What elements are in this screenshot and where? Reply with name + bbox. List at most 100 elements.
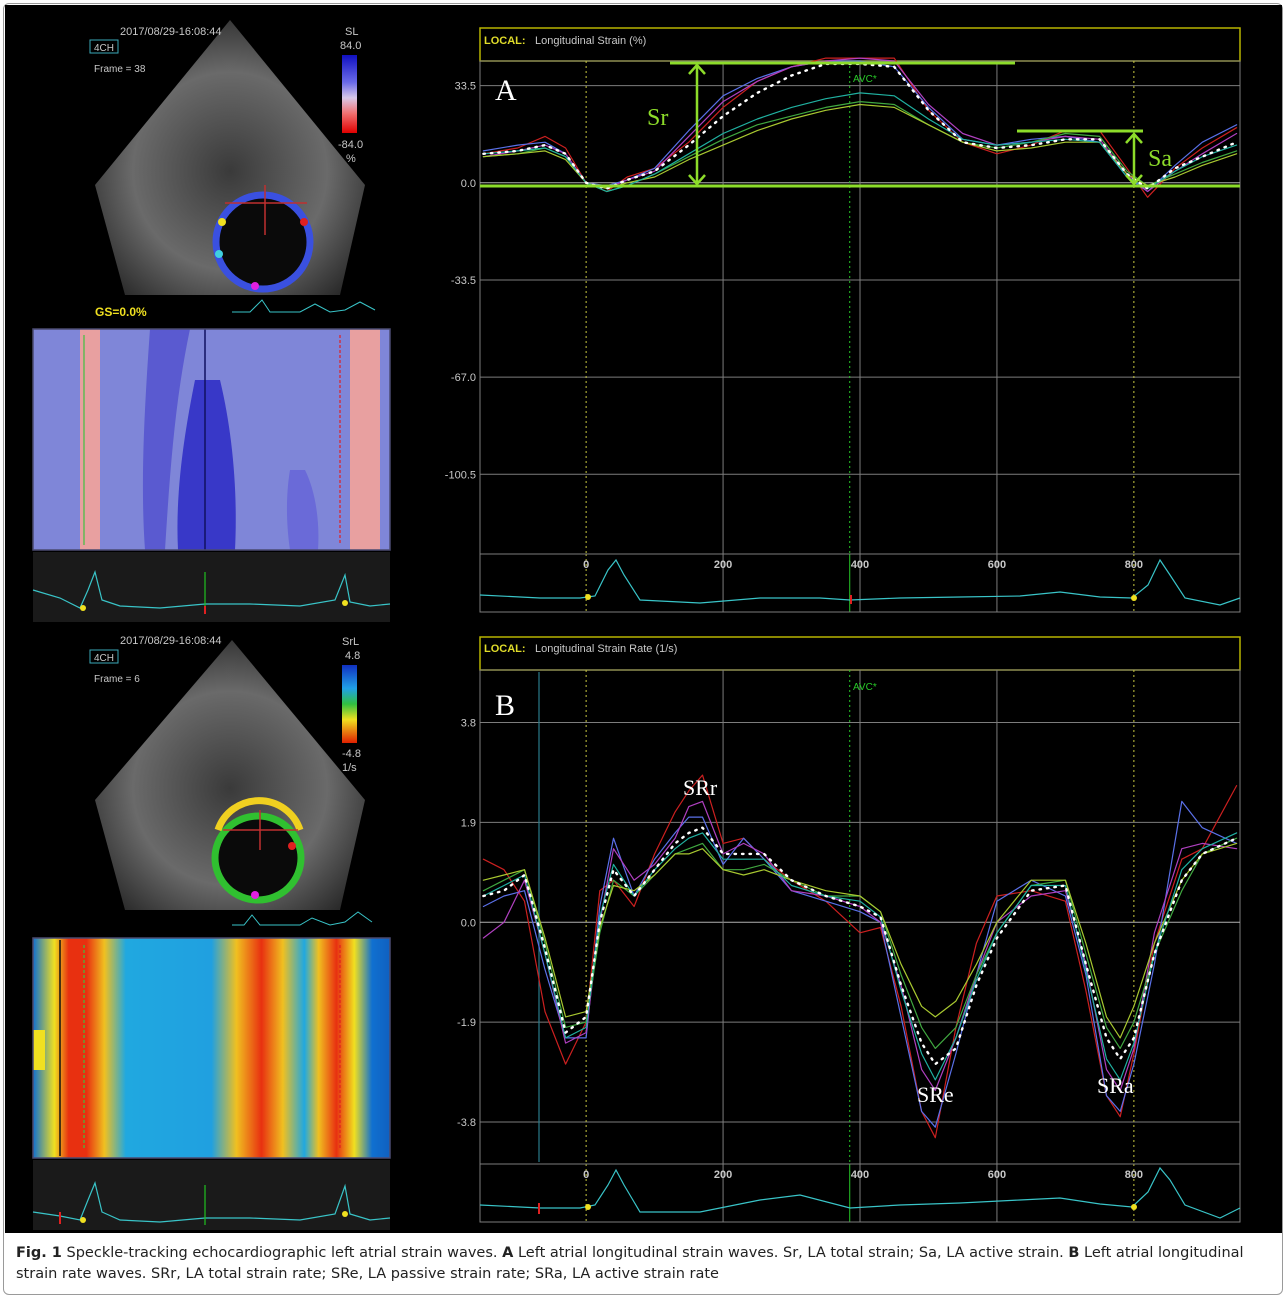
chart-b-ecg [479, 1166, 1241, 1219]
atrium-tracking [212, 191, 314, 293]
scale-unit-b: 1/s [342, 762, 357, 774]
color-scale-a [342, 55, 357, 133]
chart-a-ecg-strip [479, 553, 1241, 613]
scale-max-b: 4.8 [345, 650, 360, 662]
chart-a-series-line [482, 92, 1238, 193]
tracking-point [251, 282, 259, 290]
chart-a-grid [480, 61, 1240, 612]
global-strain-label: GS=0.0% [95, 305, 147, 319]
scale-name-b: SrL [342, 636, 359, 648]
view-label-a: 4CH [94, 43, 114, 54]
ecg-marker [585, 1204, 591, 1210]
chart-a-x-tick-label: 800 [1125, 559, 1143, 571]
sa-annotation: Sa [1017, 129, 1172, 186]
timestamp-a: 2017/08/29-16:08:44 [120, 26, 222, 38]
chart-a-header-local: LOCAL: [484, 35, 526, 47]
tracking-point [251, 891, 259, 899]
chart-a-y-tick-label: -100.5 [445, 469, 476, 481]
panel-a-echo [95, 20, 365, 295]
atrium-cavity [218, 192, 308, 288]
chart-b-series-line [482, 842, 1238, 1039]
chart-b-x-tick-label: 800 [1125, 1169, 1143, 1181]
chart-a-avc-label: AVC* [853, 74, 877, 85]
chart-b-ecg-strip [479, 1163, 1241, 1223]
tracking-point [288, 842, 296, 850]
caption-b: B [1068, 1245, 1080, 1261]
sa-label: Sa [1148, 146, 1172, 172]
chart-b-x-ticks: 0 200 400 600 800 [583, 1169, 1143, 1181]
chart-b-header-title: Longitudinal Strain Rate (1/s) [535, 643, 677, 655]
scale-min-a: -84.0 [338, 139, 363, 151]
color-scale-b [342, 665, 357, 743]
sr-label: Sr [647, 105, 668, 131]
chart-b-letter: B [495, 689, 515, 722]
mmode-ecg-b [32, 1160, 391, 1230]
tracking-point [218, 218, 226, 226]
chart-b-y-tick-label: -1.9 [457, 1017, 476, 1029]
chart-a-y-tick-label: -67.0 [451, 372, 476, 384]
chart-a-y-tick-label: 0.0 [461, 178, 476, 190]
caption-part-3: Left atrial longitudinal strain rate wav… [16, 1245, 1244, 1282]
chart-a-x-tick-label: 400 [851, 559, 869, 571]
chart-b-series-line [482, 800, 1238, 1128]
atrium-cavity [216, 813, 300, 897]
chart-a-x-ticks: 0 200 400 600 800 [583, 559, 1143, 571]
chart-b-x-tick-label: 600 [988, 1169, 1006, 1181]
sa-arrowhead-bottom [1125, 174, 1143, 186]
caption-part-2: Left atrial longitudinal strain waves. S… [513, 1245, 1069, 1261]
frame-label-b: Frame = 6 [94, 674, 140, 685]
chart-b-x-tick-label: 200 [714, 1169, 732, 1181]
strain-rate-chart: LOCAL: Longitudinal Strain Rate (1/s) 3.… [457, 636, 1241, 1223]
panel-b-echo [95, 640, 365, 910]
view-label-b: 4CH [94, 653, 114, 664]
chart-b-y-ticks: 3.8 1.9 0.0 -1.9 -3.8 [457, 718, 476, 1129]
atrium-tracking [211, 812, 305, 904]
chart-b-grid [480, 670, 1240, 1222]
chart-a-ecg [479, 558, 1241, 606]
chart-a-letter: A [495, 74, 517, 107]
frame-label-a: Frame = 38 [94, 64, 146, 75]
chart-b-y-tick-label: 1.9 [461, 817, 476, 829]
chart-b-y-tick-label: 0.0 [461, 917, 476, 929]
ecg-mini-b [232, 911, 373, 926]
ecg-marker [1131, 1204, 1137, 1210]
scale-unit-a: % [346, 153, 356, 165]
tracking-point [215, 250, 223, 258]
view-box-a [89, 39, 119, 54]
sre-label: SRe [917, 1082, 954, 1107]
sr-annotation: Sr [480, 61, 1240, 188]
srr-label: SRr [683, 775, 718, 800]
chart-b-series-line [482, 832, 1238, 1081]
scale-max-a: 84.0 [340, 40, 361, 52]
caption-a: A [502, 1245, 514, 1261]
chart-b-y-tick-label: 3.8 [461, 718, 476, 730]
timestamp-b: 2017/08/29-16:08:44 [120, 635, 222, 647]
ecg-mini-a [232, 299, 376, 313]
chart-a-y-tick-label: -33.5 [451, 275, 476, 287]
sr-arrowhead-bottom [688, 174, 706, 186]
mmode-ecg-a [32, 552, 391, 622]
ecg-marker [585, 594, 591, 600]
caption-fig-label: Fig. 1 [16, 1245, 62, 1261]
figure-caption: Fig. 1 Speckle-tracking echocardiographi… [16, 1243, 1274, 1285]
tracking-point [300, 218, 308, 226]
atrium-tracking-roof [214, 797, 304, 832]
scale-name-a: SL [345, 26, 358, 38]
figure-frame [3, 3, 1283, 1295]
chart-b-x-tick-label: 400 [851, 1169, 869, 1181]
chart-a-x-tick-label: 600 [988, 559, 1006, 571]
chart-b-avc-label: AVC* [853, 682, 877, 693]
mmode-map-b [32, 937, 391, 1159]
chart-a-x-tick-label: 0 [583, 559, 589, 571]
chart-a-y-tick-label: 33.5 [455, 81, 476, 93]
chart-b-series-line [482, 837, 1238, 1050]
sra-label: SRa [1097, 1073, 1134, 1098]
scale-min-b: -4.8 [342, 748, 361, 760]
chart-a-y-ticks: 33.5 0.0 -33.5 -67.0 -100.5 [445, 81, 476, 482]
chart-b-header-local: LOCAL: [484, 643, 526, 655]
view-box-b [89, 649, 119, 664]
sa-arrowhead-top [1125, 132, 1143, 144]
chart-b-x-tick-label: 0 [583, 1169, 589, 1181]
chart-b-series-line [482, 826, 1238, 1066]
mmode-map-a [32, 328, 391, 551]
